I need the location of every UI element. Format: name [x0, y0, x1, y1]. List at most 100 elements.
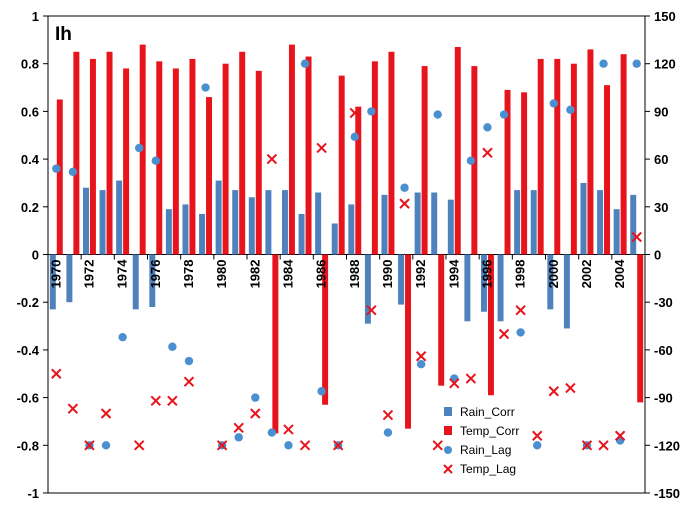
rain-lag-point [151, 156, 160, 165]
rain-corr-bar [132, 254, 139, 310]
rain-lag-point [466, 156, 476, 165]
temp-corr-bar [637, 254, 644, 403]
temp-lag-point [266, 153, 278, 165]
temp-lag-cross-stroke [100, 408, 112, 419]
legend-label: Rain_Lag [460, 443, 511, 457]
temp-corr-bar [123, 68, 130, 255]
temp-lag-point [84, 440, 95, 451]
rain-lag-point [416, 360, 426, 369]
temp-lag-cross-stroke [465, 373, 477, 384]
y-left-tick-label: 0.8 [21, 57, 39, 72]
temp-lag-cross-stroke [299, 440, 311, 451]
legend-marker [443, 464, 453, 474]
temp-lag-point [349, 107, 360, 119]
temp-lag-point [216, 440, 228, 451]
temp-lag-point [449, 378, 460, 389]
rain-corr-bar [381, 194, 388, 255]
temp-lag-cross-stroke [250, 408, 261, 419]
temp-lag-cross-stroke [366, 304, 377, 316]
temp-corr-bar [56, 99, 63, 255]
x-tick-label: 1994 [446, 259, 461, 289]
temp-lag-cross-stroke [316, 142, 327, 154]
temp-lag-cross-stroke [134, 440, 145, 451]
rain-corr-bar [165, 209, 172, 255]
rain-corr-bar [464, 254, 471, 322]
temp-lag-point [167, 395, 178, 406]
legend: Rain_Corr Temp_Corr Rain_Lag Temp_Lag [443, 405, 519, 476]
rain-corr-bar [447, 199, 454, 255]
y-right-tick-label: 30 [654, 200, 668, 215]
y-left-tick-label: -0.2 [17, 295, 39, 310]
temp-lag-point [415, 351, 427, 362]
y-right-tick-label: 60 [654, 152, 668, 167]
x-tick-label: 2004 [612, 259, 627, 289]
temp-corr-bar [239, 51, 246, 255]
temp-lag-cross-stroke [482, 147, 493, 158]
rain-corr-bar [547, 254, 554, 310]
temp-corr-bar [487, 254, 494, 396]
rain-lag-point [317, 387, 326, 396]
temp-lag-cross-stroke [631, 231, 642, 243]
temp-corr-bar [206, 97, 213, 255]
y-right-tick-label: 90 [654, 104, 668, 119]
legend-swatch [444, 407, 452, 416]
temp-corr-bar [305, 56, 312, 255]
rain-corr-bar [99, 190, 106, 255]
temp-lag-point [631, 231, 642, 243]
temp-lag-cross-stroke [565, 382, 576, 394]
temp-corr-bar [421, 66, 428, 255]
temp-lag-cross-stroke [532, 430, 543, 441]
rain-lag-point [251, 393, 260, 402]
temp-lag-cross-stroke [614, 430, 626, 441]
temp-corr-bar [454, 47, 461, 255]
legend-item: Rain_Corr [444, 405, 515, 419]
rain-lag-point [118, 332, 127, 342]
y-right-tick-label: -90 [654, 391, 673, 406]
temp-lag-cross-stroke [432, 440, 443, 451]
rain-corr-bar [281, 190, 288, 255]
temp-lag-cross-stroke [51, 368, 62, 379]
temp-corr-bar [620, 54, 627, 255]
rain-lag-point [632, 59, 641, 68]
rain-corr-bar [563, 254, 570, 329]
bars-layer [49, 44, 644, 434]
rain-lag-point [350, 132, 359, 142]
temp-corr-bar [355, 106, 362, 255]
temp-corr-bar [504, 89, 511, 255]
rain-corr-bar [414, 192, 421, 255]
temp-lag-point [614, 430, 626, 441]
temp-corr-bar [405, 254, 412, 429]
temp-lag-cross-stroke [67, 403, 79, 414]
x-tick-label: 1976 [148, 260, 163, 289]
rain-corr-bar [514, 190, 521, 255]
rain-corr-bar [597, 190, 604, 255]
temp-lag-point [399, 198, 410, 209]
temp-lag-point [250, 408, 261, 419]
temp-lag-point [598, 440, 609, 451]
temp-corr-bar [172, 68, 179, 255]
legend-item: Temp_Corr [444, 424, 519, 438]
temp-lag-cross-stroke [415, 351, 427, 362]
x-tick-label: 2002 [579, 260, 594, 289]
legend-swatch [444, 426, 452, 435]
temp-lag-point [482, 147, 493, 158]
rain-corr-bar [613, 209, 620, 255]
y-right-tick-label: -120 [654, 438, 680, 453]
y-left-tick-label: -1 [27, 486, 39, 501]
legend-label: Temp_Lag [460, 462, 516, 476]
temp-lag-point [366, 304, 377, 316]
legend-item: Rain_Lag [444, 443, 511, 457]
x-tick-label: 1974 [115, 259, 130, 289]
temp-lag-cross-stroke [449, 378, 460, 389]
temp-lag-point [283, 424, 294, 435]
rain-lag-point [533, 441, 542, 450]
temp-corr-bar [587, 49, 594, 255]
temp-lag-cross-stroke [581, 440, 593, 451]
rain-lag-point [201, 83, 210, 92]
temp-lag-cross-stroke [183, 376, 195, 387]
legend-label: Rain_Corr [460, 405, 515, 419]
temp-corr-bar [89, 58, 96, 255]
temp-corr-bar [371, 61, 378, 255]
temp-corr-bar [255, 70, 262, 255]
x-tick-label: 2000 [546, 260, 561, 289]
